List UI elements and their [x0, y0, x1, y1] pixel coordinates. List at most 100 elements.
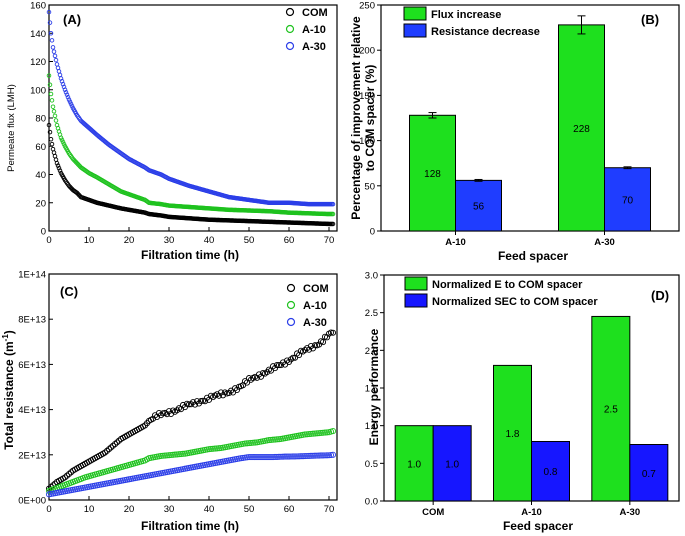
panel-d-bar: [432, 425, 472, 502]
panel-a-data-point: [49, 38, 55, 43]
panel-c-data-point: [265, 437, 273, 444]
panel-a-data-point: [57, 168, 63, 173]
panel-a-ytick-label: 140: [30, 29, 46, 40]
panel-b-ylabel-line2: to COM spacer (%): [363, 65, 377, 172]
panel-b-xlabel: Feed spacer: [498, 249, 568, 263]
panel-c-data-point: [159, 410, 167, 417]
panel-a-ytick-label: 60: [35, 142, 46, 153]
panel-c-data-point: [213, 445, 221, 452]
panel-c-data-point: [263, 454, 271, 461]
panel-a-data-point: [49, 141, 55, 147]
panel-b-bar: [558, 24, 605, 232]
panel-a-ytick-label: 0: [41, 227, 46, 238]
panel-a-legend-marker: [285, 41, 295, 51]
panel-c-data-point: [277, 453, 285, 460]
panel-b-ytick-label: 100: [359, 136, 375, 147]
panel-c-data-point: [295, 453, 303, 460]
panel-c-data-point: [311, 430, 319, 437]
panel-c-data-point: [241, 454, 249, 461]
panel-a-data-point: [330, 201, 336, 207]
panel-c-data-point: [309, 345, 317, 352]
panel-c-data-point: [241, 440, 249, 447]
panel-d: Energy performance Feed spacer (D) 0.0 0.…: [365, 271, 680, 533]
panel-c-ytick-label: 1E+14: [18, 270, 46, 281]
panel-a-ylabel: Permeate flux (LMH): [6, 84, 17, 172]
panel-d-bar-label: 0.7: [642, 469, 656, 480]
panel-b-legend-swatch: [403, 6, 427, 21]
panel-a-series-a-10: [46, 73, 336, 217]
panel-c-ytick-label: 4E+13: [18, 405, 46, 416]
panel-a-data-point: [330, 211, 336, 217]
panel-c-plot-frame: [48, 273, 338, 501]
panel-b-bar-label: 56: [473, 202, 485, 213]
panel-c-data-point: [173, 451, 181, 458]
panel-c-data-point: [269, 454, 277, 461]
panel-c-data-point: [309, 452, 317, 459]
panel-b-bar-label: 228: [573, 124, 590, 135]
panel-c-data-point: [287, 453, 295, 460]
panel-a-data-point: [64, 92, 70, 97]
panel-a-data-point: [59, 137, 65, 143]
panel-a-xtick-label: 10: [84, 235, 95, 246]
panel-a-data-point: [68, 101, 74, 107]
panel-c-data-point: [239, 454, 247, 461]
panel-c-data-point: [279, 453, 287, 460]
panel-c-data-point: [327, 451, 335, 459]
panel-c-xtick-label: 40: [204, 504, 215, 515]
panel-a-data-point: [69, 103, 75, 109]
panel-c-data-point: [167, 451, 175, 459]
panel-c-data-point: [321, 452, 329, 459]
panel-c-xtick-label: 10: [84, 504, 95, 515]
panel-a-data-point: [48, 31, 54, 36]
panel-b-xtick-label: A-10: [445, 237, 466, 248]
panel-c-data-point: [207, 445, 215, 453]
panel-c-data-point: [325, 452, 333, 459]
panel-c-data-point: [323, 429, 331, 436]
panel-c-data-point: [243, 454, 251, 461]
panel-a-xtick-label: 20: [124, 235, 135, 246]
panel-c-data-point: [301, 431, 309, 438]
panel-c-data-point: [275, 362, 283, 369]
panel-a-data-point: [48, 91, 54, 97]
panel-c-data-point: [251, 439, 259, 446]
panel-c-data-point: [191, 401, 199, 408]
panel-c-series-a-30: [45, 451, 337, 498]
panel-a-data-point: [61, 141, 67, 147]
panel-c-data-point: [275, 436, 283, 443]
panel-c-data-point: [265, 454, 273, 461]
panel-a-data-point: [50, 104, 56, 109]
panel-d-letter: (D): [651, 288, 669, 303]
panel-d-xtick-label: A-10: [521, 507, 542, 518]
panel-b-legend-label: Flux increase: [431, 9, 501, 21]
panel-c-data-point: [211, 445, 219, 452]
panel-c-data-point: [305, 452, 313, 459]
panel-a-data-point: [46, 122, 52, 128]
panel-c-data-point: [299, 453, 307, 460]
panel-c-data-point: [243, 440, 251, 447]
panel-c-ytick-label: 8E+13: [18, 315, 46, 326]
panel-a-data-point: [47, 129, 53, 135]
panel-c-data-point: [321, 429, 329, 436]
panel-d-ytick-label: 1.5: [365, 384, 378, 395]
panel-a-data-point: [51, 150, 57, 155]
panel-c-data-point: [163, 452, 171, 459]
panel-b-ytick-label: 50: [364, 181, 375, 192]
panel-c-data-point: [313, 430, 321, 437]
panel-d-bar-label: 1.0: [445, 459, 459, 470]
panel-c-series-a-10: [45, 428, 337, 495]
panel-d-ytick-label: 3.0: [365, 271, 378, 282]
panel-a-xtick-label: 60: [284, 235, 295, 246]
panel-c-data-point: [247, 439, 255, 446]
panel-a-data-point: [50, 45, 56, 50]
panel-a-ytick-label: 120: [30, 57, 46, 68]
panel-c-data-point: [179, 401, 187, 409]
panel-d-bar: [629, 444, 669, 502]
panel-d-xtick-label: COM: [422, 507, 444, 518]
panel-b-letter: (B): [641, 12, 659, 27]
panel-a-xtick-label: 70: [324, 235, 335, 246]
panel-d-ytick-label: 0.0: [365, 497, 378, 508]
panel-c-data-point: [313, 452, 321, 459]
panel-b-legend-swatch: [403, 23, 427, 38]
panel-c-data-point: [157, 452, 165, 459]
panel-a-data-point: [63, 89, 69, 95]
